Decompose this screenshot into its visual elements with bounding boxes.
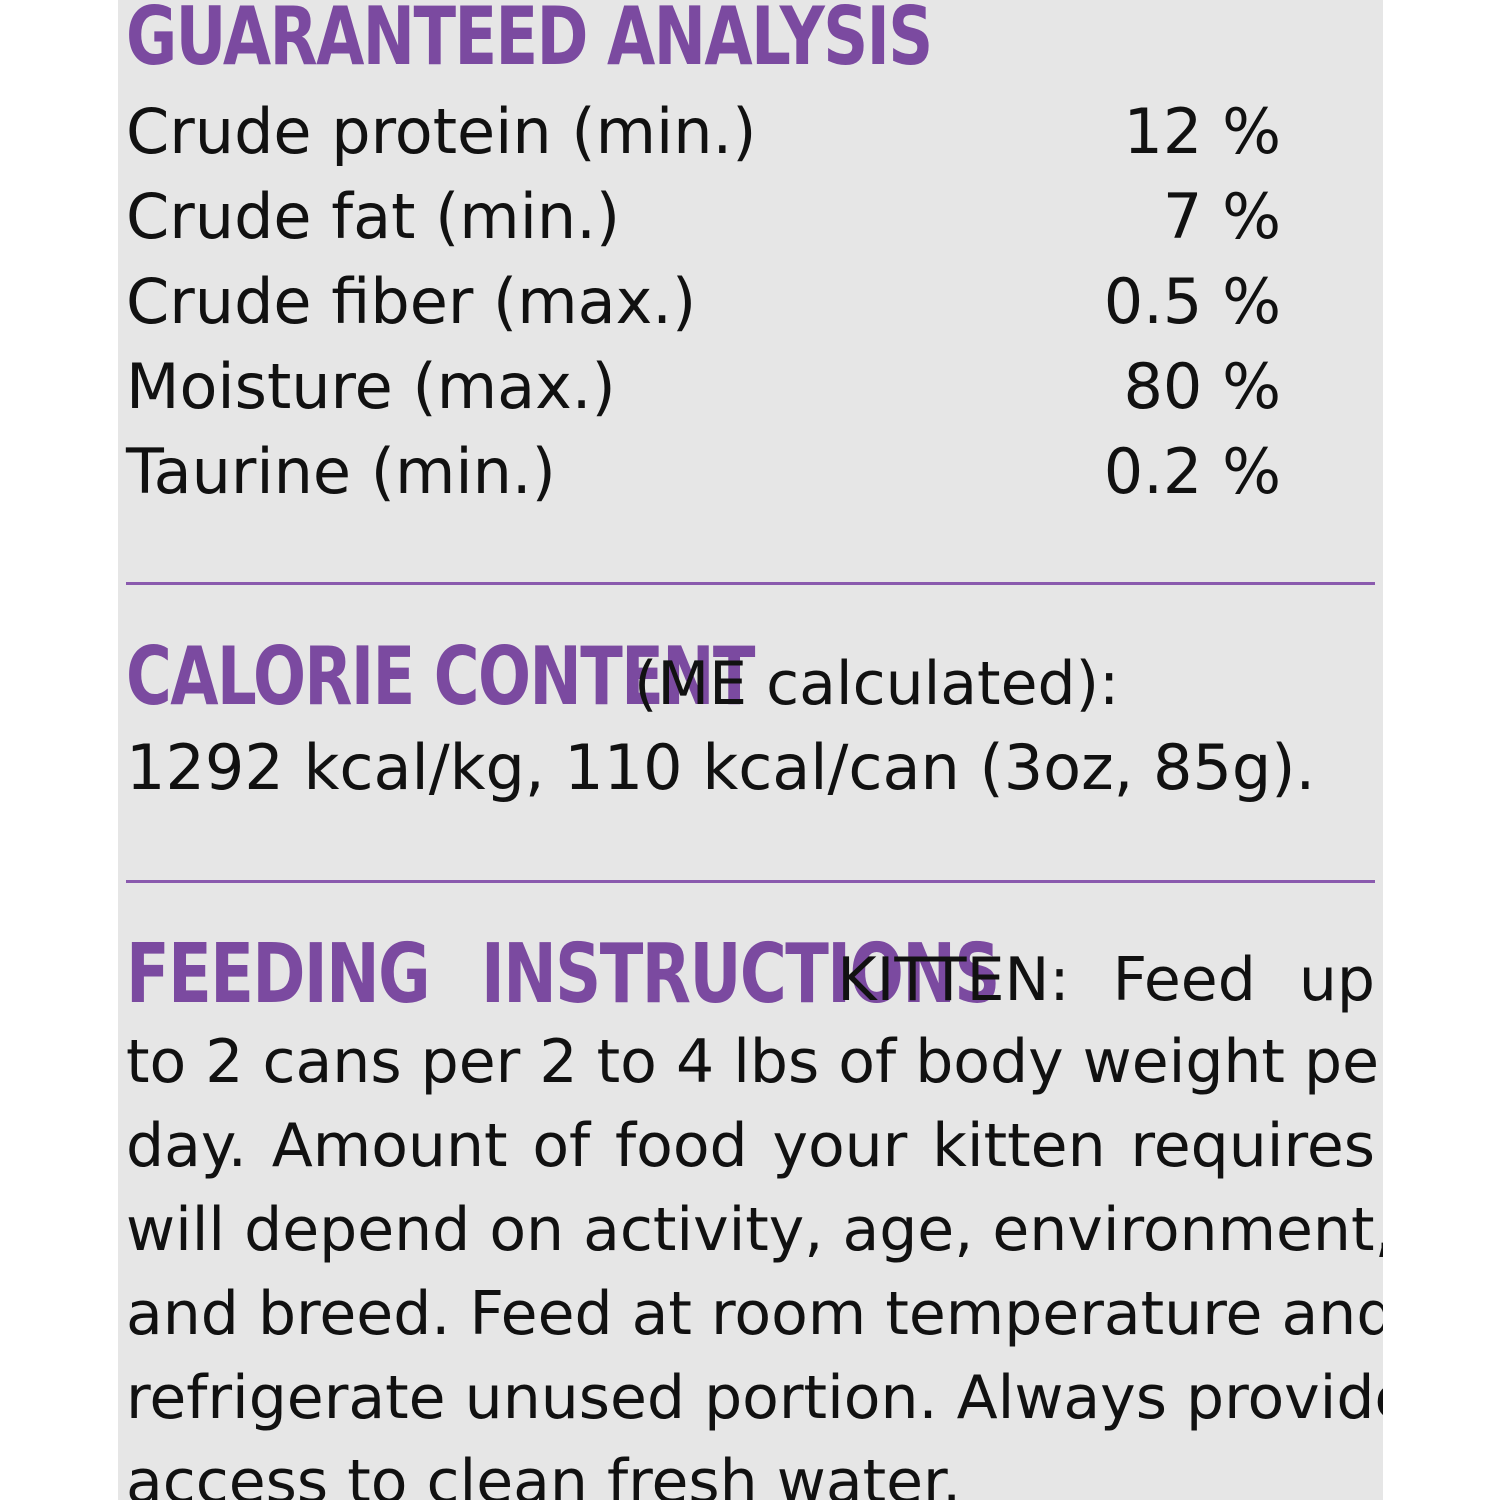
feeding-line: day. Amount of food your kitten requires (126, 1111, 1375, 1181)
analysis-value: 0.2 % (1103, 435, 1281, 508)
feeding-line: to 2 cans per 2 to 4 lbs of body weight … (126, 1027, 1383, 1097)
analysis-row-taurine: Taurine (min.) 0.2 % (126, 432, 1281, 512)
feeding-line: access to clean fresh water. (126, 1447, 962, 1500)
analysis-value: 0.5 % (1103, 265, 1281, 338)
feeding-line: will depend on activity, age, environmen… (126, 1195, 1383, 1265)
feeding-instructions-intro: KITTEN: Feed up (837, 945, 1375, 1015)
analysis-label: Crude protein (min.) (126, 95, 757, 168)
calorie-content-text: 1292 kcal/kg, 110 kcal/can (3oz, 85g). (126, 731, 1316, 804)
analysis-row-fiber: Crude fiber (max.) 0.5 % (126, 262, 1281, 342)
calorie-content-header: CALORIE CONTENT (ME calculated): (126, 630, 1119, 723)
section-divider (126, 880, 1375, 883)
analysis-row-moisture: Moisture (max.) 80 % (126, 347, 1281, 427)
analysis-value: 7 % (1162, 180, 1281, 253)
analysis-label: Crude fat (min.) (126, 180, 621, 253)
label-panel: GUARANTEED ANALYSIS Crude protein (min.)… (118, 0, 1383, 1500)
calorie-content-subheading: (ME calculated): (634, 649, 1120, 719)
feeding-instructions-body: to 2 cans per 2 to 4 lbs of body weight … (126, 1020, 1383, 1500)
calorie-content-heading: CALORIE CONTENT (126, 630, 755, 723)
analysis-value: 12 % (1123, 95, 1281, 168)
analysis-label: Moisture (max.) (126, 350, 616, 423)
feeding-line: refrigerate unused portion. Always provi… (126, 1363, 1383, 1433)
feeding-line: and breed. Feed at room temperature and (126, 1279, 1383, 1349)
feeding-instructions-heading: FEEDING INSTRUCTIONS (126, 927, 1000, 1022)
guaranteed-analysis-heading: GUARANTEED ANALYSIS (126, 0, 933, 83)
analysis-row-fat: Crude fat (min.) 7 % (126, 177, 1281, 257)
analysis-label: Taurine (min.) (126, 435, 556, 508)
section-divider (126, 582, 1375, 585)
analysis-label: Crude fiber (max.) (126, 265, 697, 338)
feeding-instructions-header: FEEDING INSTRUCTIONS KITTEN: Feed up (126, 930, 1375, 1020)
analysis-row-protein: Crude protein (min.) 12 % (126, 92, 1281, 172)
analysis-value: 80 % (1123, 350, 1281, 423)
